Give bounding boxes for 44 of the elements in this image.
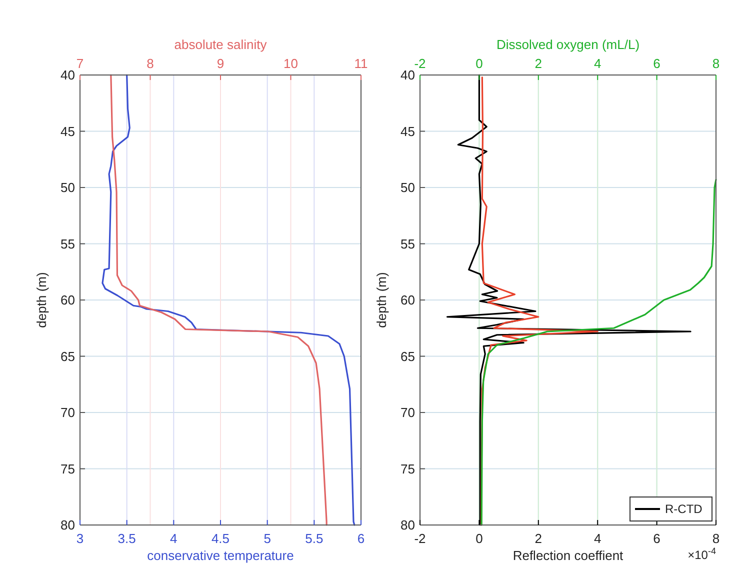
x-tick-label: 3.5 <box>118 531 136 546</box>
y-tick-label: 50 <box>400 180 415 196</box>
y-tick-label: 50 <box>60 180 75 196</box>
x2-tick-label: 11 <box>354 56 368 71</box>
x-tick-label: 5 <box>264 531 271 546</box>
x-tick-label: 5.5 <box>305 531 324 546</box>
y-tick-label: 65 <box>400 348 415 364</box>
y-tick-label: 70 <box>400 405 415 420</box>
x-tick-label: 4 <box>594 56 602 71</box>
x-tick-label: 3 <box>76 531 84 546</box>
y-tick-label: 75 <box>60 461 75 476</box>
y-tick-label: 40 <box>60 68 75 83</box>
x2-axis-title: Dissolved oxygen (mL/L) <box>496 37 640 52</box>
y-tick-label: 55 <box>400 236 415 252</box>
x-tick-label: 4.5 <box>211 531 230 546</box>
x2-axis-title: absolute salinity <box>174 37 268 52</box>
x2-tick-label: 10 <box>284 56 298 71</box>
x-tick-label: 2 <box>534 56 542 71</box>
y-tick-label: 45 <box>60 124 75 139</box>
x2-tick-label: 9 <box>216 56 224 71</box>
x-axis-title: Reflection coeffient <box>512 548 624 563</box>
x-tick-label: 6 <box>653 56 660 71</box>
y-tick-label: 60 <box>60 292 75 308</box>
y-tick-label: 75 <box>400 461 415 476</box>
x-tick-label: 8 <box>712 56 720 71</box>
y-tick-label: 65 <box>60 348 75 364</box>
x-tick-label: 4 <box>170 531 178 546</box>
x2-tick-label: 7 <box>76 56 84 71</box>
legend-label: R-CTD <box>665 502 703 516</box>
y-tick-label: 80 <box>400 518 415 533</box>
y-tick-label: 80 <box>60 518 75 533</box>
x-axis-title: conservative temperature <box>147 548 294 563</box>
y-tick-label: 60 <box>400 292 415 308</box>
x-tick-label: 0 <box>476 56 483 71</box>
y-axis-title: depth (m) <box>34 272 49 328</box>
y-tick-label: 40 <box>400 68 415 83</box>
x-tick-label: -2 <box>414 56 426 71</box>
y-tick-label: 70 <box>60 405 75 420</box>
text: ×10$^{-4}$ <box>688 546 716 562</box>
y-axis-title: depth (m) <box>374 272 389 328</box>
y-tick-label: 45 <box>400 124 415 139</box>
x-tick-label: 6 <box>357 531 365 546</box>
line-series <box>480 76 598 526</box>
y-tick-label: 55 <box>60 236 75 252</box>
